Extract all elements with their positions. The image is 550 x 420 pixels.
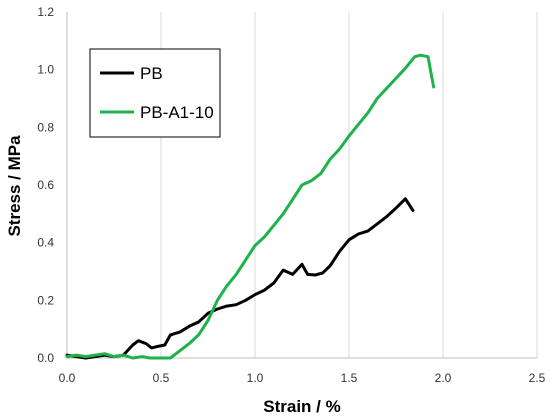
y-tick-label: 1.2: [37, 5, 54, 19]
data-series: [65, 53, 436, 360]
y-axis-title: Stress / MPa: [5, 135, 24, 237]
y-tick-label: 1.0: [37, 63, 54, 77]
x-tick-label: 2.5: [529, 371, 546, 385]
x-tick-label: 2.0: [435, 371, 452, 385]
y-tick-label: 0.6: [37, 178, 54, 192]
x-tick-label: 1.0: [247, 371, 264, 385]
series-line-pb-a1-10: [65, 53, 436, 360]
x-tick-label: 1.5: [341, 371, 358, 385]
x-axis-title: Strain / %: [263, 397, 340, 416]
y-tick-label: 0.8: [37, 120, 54, 134]
y-tick-label: 0.2: [37, 293, 54, 307]
y-tick-label: 0.4: [37, 236, 54, 250]
legend-label-pb-a1-10: PB-A1-10: [140, 103, 214, 122]
legend-box: [89, 48, 221, 138]
y-tick-label: 0.0: [37, 351, 54, 365]
series-line-pb: [65, 197, 415, 360]
x-tick-label: 0.5: [153, 371, 170, 385]
legend-label-pb: PB: [140, 64, 163, 83]
x-tick-label: 0.0: [59, 371, 76, 385]
y-tick-labels: 0.0 0.2 0.4 0.6 0.8 1.0 1.2: [37, 5, 54, 365]
x-tick-labels: 0.0 0.5 1.0 1.5 2.0 2.5: [59, 371, 546, 385]
legend: PB PB-A1-10: [89, 48, 221, 138]
